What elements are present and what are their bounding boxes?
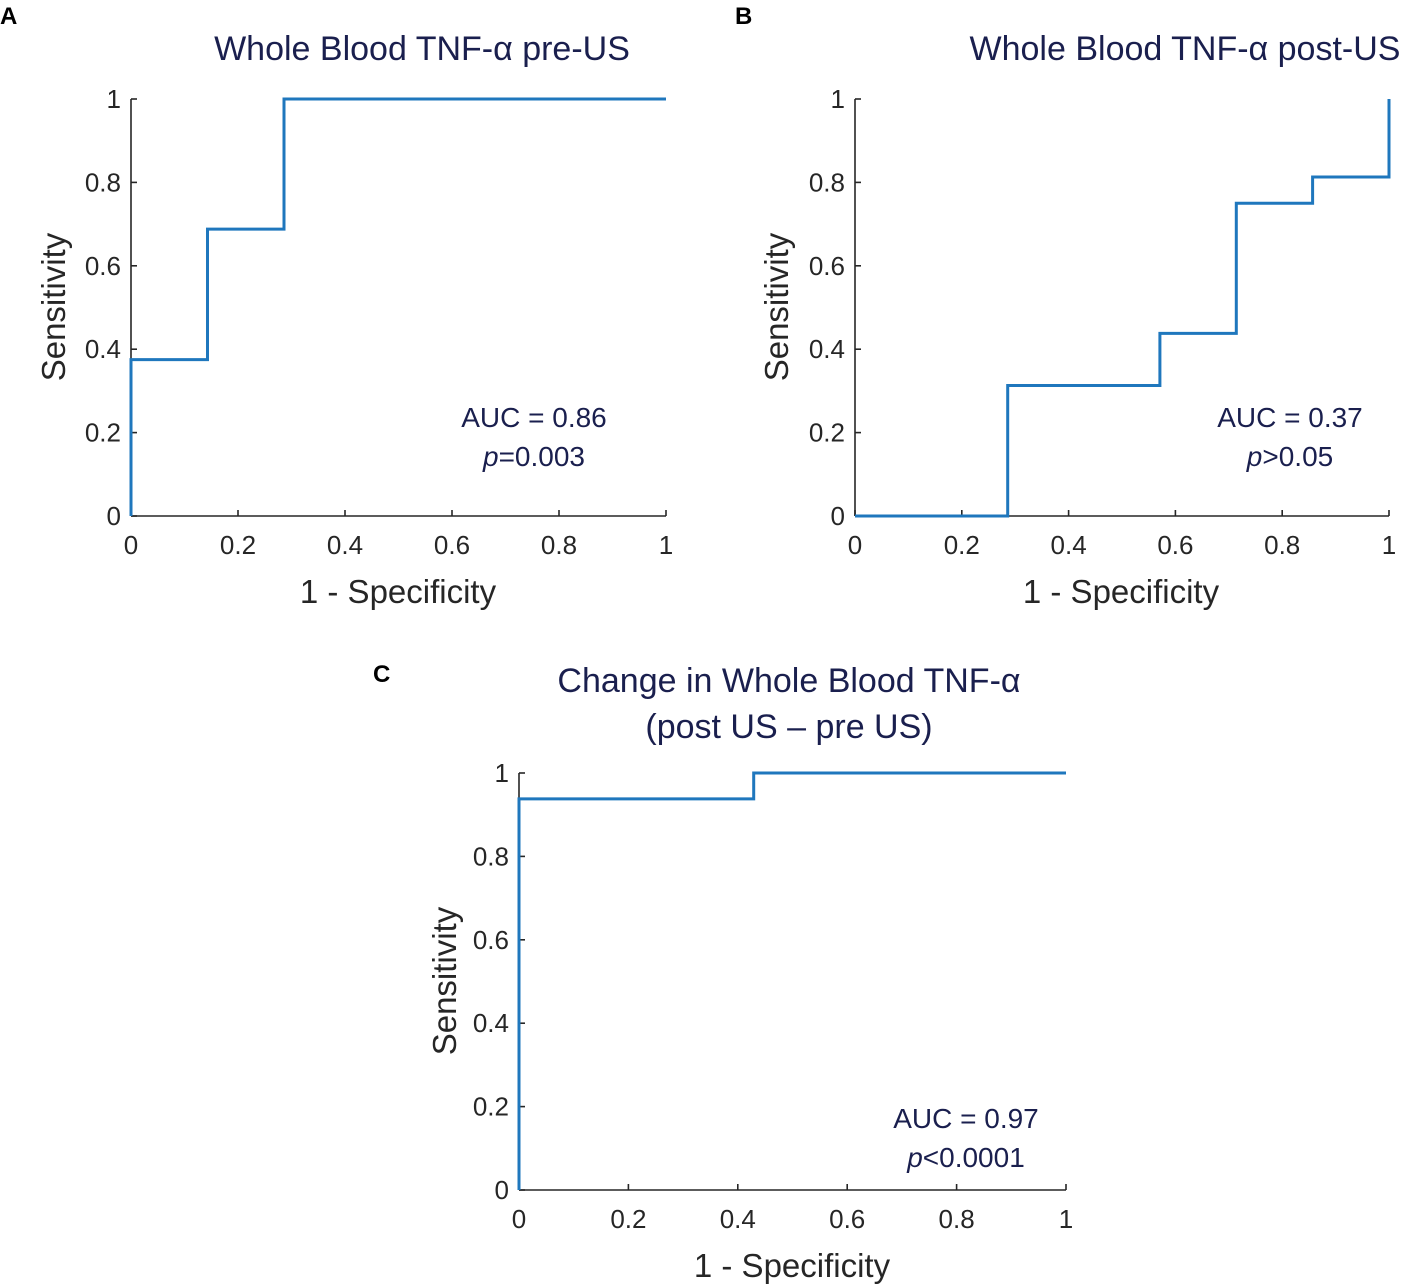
panel-c-y-tick-label: 0.2	[473, 1092, 509, 1122]
panel-c-p-text: <0.0001	[923, 1142, 1025, 1173]
panel-a-x-label: 1 - Specificity	[300, 573, 497, 610]
panel-a-x-tick-label: 0.8	[541, 530, 577, 560]
panel-a-x-ticks: 0 0.2 0.4 0.6 0.8 1	[124, 510, 673, 560]
panel-a-y-tick-label: 0.6	[85, 251, 121, 281]
panel-b-roc-curve	[855, 99, 1391, 518]
panel-b-title: Whole Blood TNF-α post-US	[970, 30, 1401, 68]
panel-letter-a: A	[0, 3, 17, 30]
panel-c-y-ticks: 0 0.2 0.4 0.6 0.8 1	[473, 758, 525, 1205]
panel-a: A Whole Blood TNF-α pre-US 0 0.2 0.4 0.6 0.8…	[0, 3, 673, 610]
panel-b-y-label: Sensitivity	[758, 232, 795, 381]
panel-a-auc: AUC = 0.86	[461, 402, 607, 433]
panel-a-y-tick-label: 0	[107, 501, 121, 531]
panel-a-y-tick-label: 1	[107, 84, 121, 114]
panel-a-y-tick-label: 0.4	[85, 334, 121, 364]
panel-c: C Change in Whole Blood TNF-α (post US –…	[373, 661, 1073, 1284]
panel-b-x-tick-label: 0.4	[1051, 530, 1087, 560]
panel-b-y-tick-label: 1	[831, 84, 845, 114]
panel-c-x-tick-label: 1	[1059, 1204, 1073, 1234]
panel-b-auc: AUC = 0.37	[1217, 402, 1363, 433]
panel-c-x-tick-label: 0.4	[720, 1204, 756, 1234]
panel-a-x-tick-label: 1	[659, 530, 673, 560]
panel-a-p-text: =0.003	[499, 441, 585, 472]
panel-c-y-label: Sensitivity	[426, 906, 463, 1055]
panel-b-x-label: 1 - Specificity	[1023, 573, 1220, 610]
panel-a-x-tick-label: 0.2	[220, 530, 256, 560]
panel-c-x-ticks: 0 0.2 0.4 0.6 0.8 1	[512, 1184, 1073, 1234]
panel-a-y-label: Sensitivity	[35, 232, 72, 381]
panel-a-p-value: p=0.003	[482, 441, 585, 472]
panel-c-y-tick-label: 0.6	[473, 925, 509, 955]
panel-c-x-label: 1 - Specificity	[694, 1247, 891, 1284]
panel-b-x-tick-label: 0	[848, 530, 862, 560]
panel-a-y-tick-label: 0.8	[85, 167, 121, 197]
panel-letter-b: B	[735, 3, 752, 30]
panel-c-x-tick-label: 0.6	[829, 1204, 865, 1234]
panel-b-p-value: p>0.05	[1246, 441, 1333, 472]
panel-b-y-tick-label: 0.2	[809, 418, 845, 448]
panel-b-x-tick-label: 0.6	[1157, 530, 1193, 560]
panel-a-y-ticks: 0 0.2 0.4 0.6 0.8 1	[85, 84, 137, 531]
panel-b-x-tick-label: 0.2	[944, 530, 980, 560]
panel-a-roc-curve	[129, 97, 666, 516]
panel-b-p-text: >0.05	[1262, 441, 1333, 472]
panel-c-p-letter: p	[906, 1142, 923, 1173]
panel-c-y-tick-label: 0.8	[473, 841, 509, 871]
panel-c-subtitle: (post US – pre US)	[645, 708, 932, 746]
panel-c-y-tick-label: 0	[495, 1175, 509, 1205]
panel-a-p-letter: p	[482, 441, 499, 472]
panel-c-p-value: p<0.0001	[906, 1142, 1025, 1173]
panel-letter-c: C	[373, 661, 390, 688]
panel-b-y-tick-label: 0.4	[809, 334, 845, 364]
panel-b-p-letter: p	[1246, 441, 1263, 472]
panel-c-x-tick-label: 0.8	[939, 1204, 975, 1234]
panel-c-auc: AUC = 0.97	[893, 1103, 1039, 1134]
panel-c-x-tick-label: 0.2	[610, 1204, 646, 1234]
panel-b-y-tick-label: 0	[831, 501, 845, 531]
panel-b-x-ticks: 0 0.2 0.4 0.6 0.8 1	[848, 510, 1396, 560]
panel-b-y-ticks: 0 0.2 0.4 0.6 0.8 1	[809, 84, 861, 531]
panel-a-title: Whole Blood TNF-α pre-US	[214, 30, 630, 68]
panel-a-x-tick-label: 0	[124, 530, 138, 560]
panel-c-roc-curve	[517, 771, 1066, 1190]
panel-c-x-tick-label: 0	[512, 1204, 526, 1234]
panel-c-y-tick-label: 0.4	[473, 1008, 509, 1038]
panel-c-title: Change in Whole Blood TNF-α	[557, 662, 1020, 700]
panel-a-x-tick-label: 0.4	[327, 530, 363, 560]
panel-a-y-tick-label: 0.2	[85, 418, 121, 448]
panel-b-x-tick-label: 0.8	[1264, 530, 1300, 560]
panel-c-y-tick-label: 1	[495, 758, 509, 788]
panel-b-y-tick-label: 0.6	[809, 251, 845, 281]
panel-b-x-tick-label: 1	[1382, 530, 1396, 560]
panel-b-y-tick-label: 0.8	[809, 167, 845, 197]
panel-a-x-tick-label: 0.6	[434, 530, 470, 560]
panel-b: B Whole Blood TNF-α post-US 0 0.2 0.4 0.6 0.…	[735, 3, 1400, 610]
